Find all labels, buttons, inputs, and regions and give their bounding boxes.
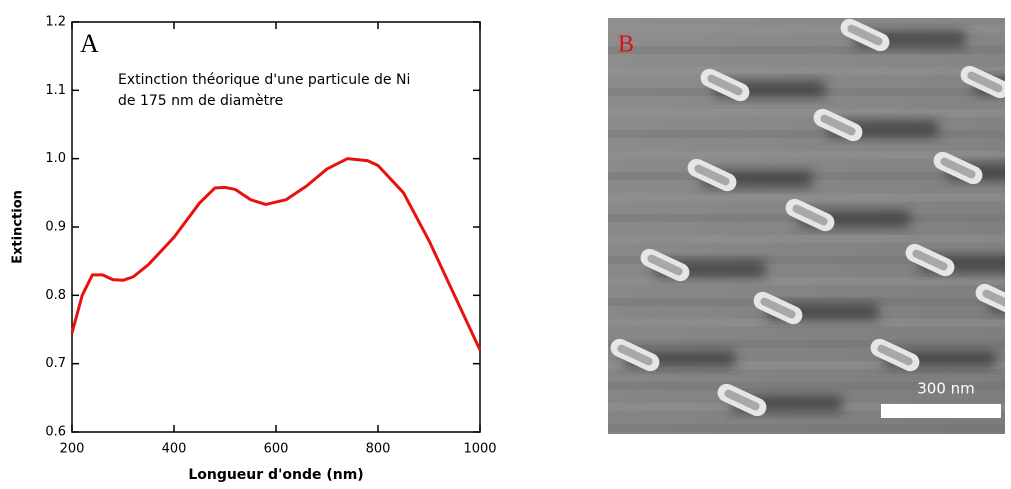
rod-inner	[617, 344, 653, 366]
rod-inner	[647, 254, 683, 276]
y-tick-label: 0.9	[45, 220, 66, 235]
y-tick-label: 1.0	[45, 151, 66, 166]
rod	[975, 283, 1005, 317]
rod-inner	[847, 24, 883, 46]
x-tick-label: 600	[264, 442, 289, 457]
annotation: de 175 nm de diamètre	[118, 93, 283, 109]
panel-label: A	[80, 29, 99, 58]
rod-inner	[792, 204, 828, 226]
rod	[870, 338, 920, 372]
x-tick-label: 400	[162, 442, 187, 457]
streak	[608, 277, 1005, 285]
streak	[608, 256, 1005, 264]
streak	[608, 319, 1005, 327]
x-tick-label: 1000	[463, 442, 496, 457]
streak	[608, 235, 1005, 243]
rod	[813, 108, 863, 142]
rod	[717, 383, 767, 417]
y-tick-label: 1.2	[45, 15, 66, 30]
rod-inner	[877, 344, 913, 366]
streak	[608, 151, 1005, 159]
rod-inner	[967, 71, 1003, 93]
x-tick-label: 200	[60, 442, 85, 457]
rod-inner	[694, 164, 730, 186]
rod	[785, 198, 835, 232]
rod	[840, 18, 890, 52]
y-tick-label: 0.6	[45, 425, 66, 440]
streak	[608, 130, 1005, 138]
rod	[933, 151, 983, 185]
rod-inner	[940, 157, 976, 179]
y-tick-label: 0.7	[45, 356, 66, 371]
streak	[608, 46, 1005, 54]
rod-inner	[760, 297, 796, 319]
scale-bar-label: 300 nm	[917, 380, 975, 398]
rod	[905, 243, 955, 277]
streak	[608, 67, 1005, 75]
rod-inner	[707, 74, 743, 96]
annotation: Extinction théorique d'une particule de …	[118, 72, 410, 88]
streak	[608, 382, 1005, 390]
streak	[608, 193, 1005, 201]
rod	[687, 158, 737, 192]
rod	[640, 248, 690, 282]
streak	[608, 361, 1005, 369]
rod-inner	[982, 289, 1005, 311]
rod-inner	[820, 114, 856, 136]
rod-inner	[912, 249, 948, 271]
rod	[610, 338, 660, 372]
x-tick-label: 800	[366, 442, 391, 457]
sem-image	[608, 18, 1005, 434]
y-tick-label: 1.1	[45, 83, 66, 98]
streak	[608, 424, 1005, 432]
panel-label: B	[618, 32, 634, 58]
scale-bar	[881, 404, 1001, 418]
x-axis-label: Longueur d'onde (nm)	[188, 467, 363, 483]
rod	[700, 68, 750, 102]
streak	[608, 109, 1005, 117]
y-axis-label: Extinction	[11, 190, 26, 264]
streak	[608, 25, 1005, 33]
y-tick-label: 0.8	[45, 288, 66, 303]
rod	[753, 291, 803, 325]
line	[70, 157, 482, 351]
rod	[960, 65, 1005, 99]
streak	[608, 340, 1005, 348]
rod-inner	[724, 389, 760, 411]
streak	[608, 298, 1005, 306]
